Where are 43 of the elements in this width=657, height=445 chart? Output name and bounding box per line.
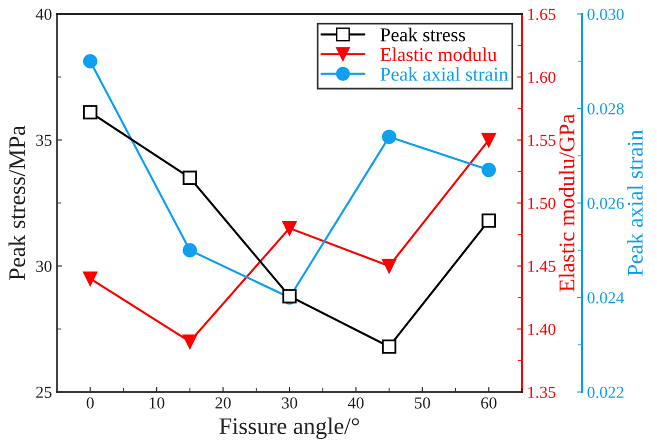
x-tick-label: 20 — [215, 397, 231, 409]
y3-tick-label: 0.026 — [587, 198, 624, 210]
y3-tick-label: 0.024 — [587, 292, 624, 304]
legend-label: Peak stress — [380, 28, 466, 42]
point — [282, 221, 297, 236]
x-tick-label: 60 — [481, 397, 496, 409]
point — [382, 130, 396, 144]
y3-tick-label: 0.030 — [587, 8, 624, 20]
point — [482, 213, 496, 228]
y2-tick-label: 1.55 — [528, 134, 556, 146]
y3-tick-label: 0.028 — [587, 103, 624, 115]
y-axis-title: Peak stress/MPa — [8, 126, 26, 280]
point — [182, 334, 198, 349]
point — [482, 162, 496, 178]
legend-label: Elastic modulu — [380, 47, 497, 62]
point — [382, 339, 396, 354]
legend-label: Peak axial strain — [380, 67, 508, 81]
y2-tick-label: 1.65 — [528, 8, 556, 20]
point — [83, 54, 98, 68]
point — [182, 243, 198, 258]
point — [482, 132, 496, 148]
x-axis-title: Fissure angle/° — [220, 418, 359, 440]
y2-tick-label: 1.60 — [528, 72, 556, 84]
y3-axis-title: Peak axial strain — [627, 130, 643, 276]
x-tick-label: 0 — [86, 397, 94, 409]
x-tick-label: 10 — [150, 397, 164, 409]
point — [83, 105, 98, 120]
y-tick-label: 25 — [36, 386, 52, 398]
y2-axis-title: Elastic modulu/GPa — [558, 114, 574, 292]
x-tick-label: 30 — [282, 397, 298, 409]
y2-tick-label: 1.45 — [528, 260, 556, 272]
y-tick-label: 35 — [36, 134, 52, 146]
y-tick-label: 40 — [36, 8, 52, 20]
x-tick-label: 40 — [348, 397, 364, 409]
y2-tick-label: 1.40 — [528, 324, 556, 336]
point — [382, 258, 396, 274]
point — [83, 271, 98, 286]
y-tick-label: 30 — [36, 260, 52, 272]
y2-tick-label: 1.35 — [528, 386, 556, 398]
y2-tick-label: 1.50 — [528, 198, 556, 210]
y3-tick-label: 0.022 — [587, 386, 624, 398]
point — [182, 170, 198, 185]
x-tick-label: 50 — [414, 397, 430, 409]
